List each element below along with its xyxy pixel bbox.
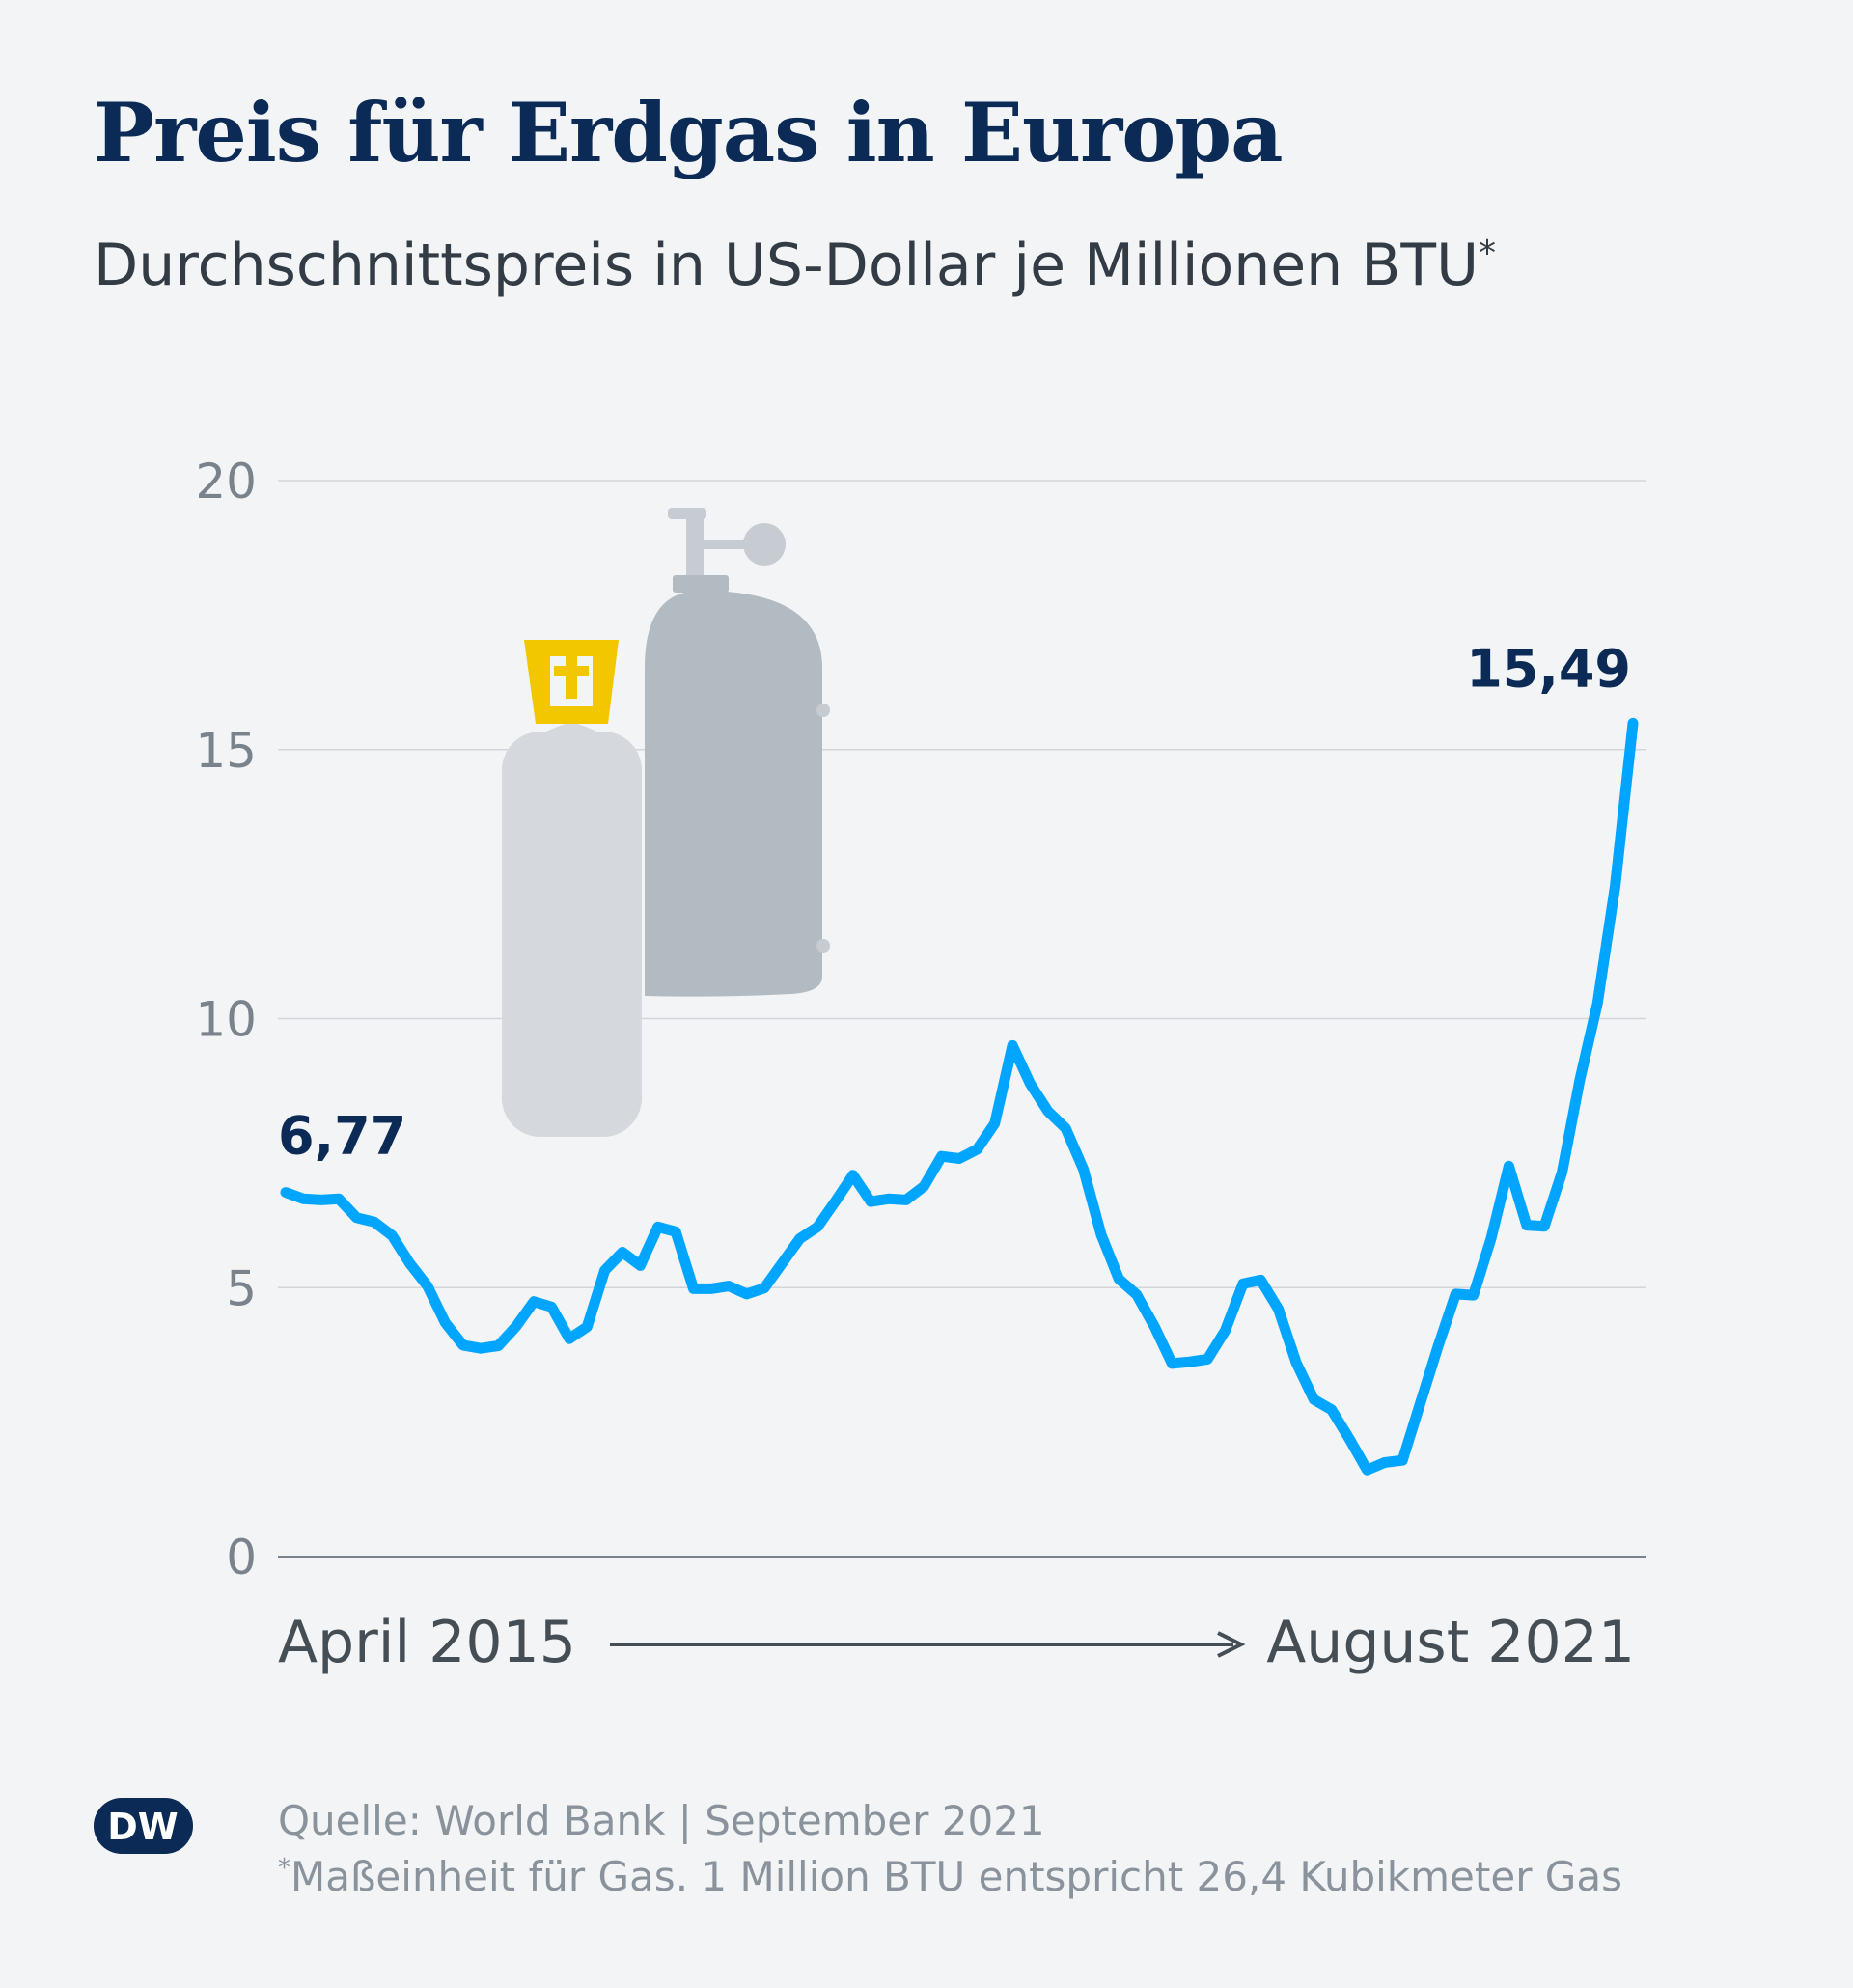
- footnote: *Maßeinheit für Gas. 1 Million BTU entsp…: [278, 1853, 1622, 1900]
- small-gas-cylinder: [502, 722, 642, 1137]
- y-tick-label: 0: [226, 1530, 257, 1586]
- footnote-marker: *: [278, 1854, 290, 1883]
- end-value-label: 15,49: [1466, 638, 1631, 699]
- gas-cylinder-illustration: [502, 508, 830, 1137]
- x-end-label: August 2021: [1266, 1609, 1635, 1676]
- yellow-valve-cap: [524, 640, 619, 724]
- y-tick-label: 20: [195, 454, 257, 510]
- y-tick-label: 10: [195, 992, 257, 1048]
- large-gas-cylinder: [645, 508, 830, 997]
- start-value-label: 6,77: [278, 1106, 406, 1167]
- x-start-label: April 2015: [278, 1609, 576, 1676]
- price-line: [280, 717, 1639, 1476]
- chart-title: Preis für Erdgas in Europa: [94, 85, 1283, 180]
- subtitle-footnote-marker: *: [1479, 234, 1496, 273]
- dw-logo: DW: [94, 1798, 193, 1854]
- gridlines: [278, 480, 1646, 1558]
- footnote-text: Maßeinheit für Gas. 1 Million BTU entspr…: [290, 1853, 1622, 1900]
- y-tick-label: 5: [226, 1260, 257, 1316]
- source-note: Quelle: World Bank | September 2021: [278, 1797, 1045, 1844]
- y-axis-ticks: 0 5 10 15 20: [195, 454, 257, 1586]
- data-points: [285, 723, 1634, 1471]
- y-tick-label: 15: [195, 723, 257, 779]
- chart-subtitle: Durchschnittspreis in US-Dollar je Milli…: [94, 232, 1496, 299]
- timeline-arrowhead: [1217, 1631, 1246, 1658]
- subtitle-text: Durchschnittspreis in US-Dollar je Milli…: [94, 232, 1479, 299]
- dw-logo-mark: DW: [107, 1806, 178, 1848]
- dw-logo-text: DW: [107, 1806, 178, 1848]
